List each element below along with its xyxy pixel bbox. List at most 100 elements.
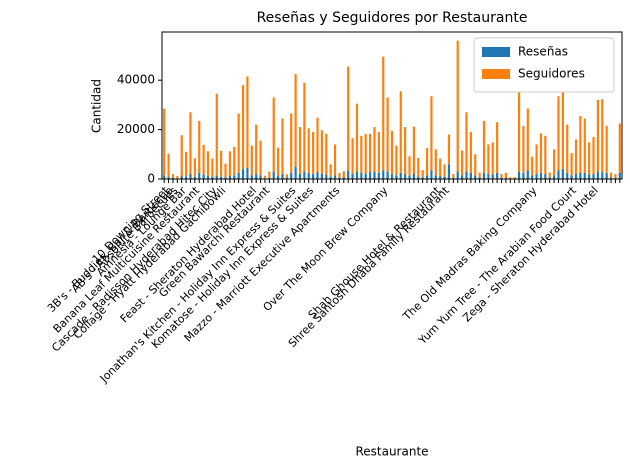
bar <box>307 128 310 173</box>
bar <box>268 171 271 178</box>
bar <box>355 171 359 179</box>
bar <box>180 176 183 179</box>
bar <box>333 175 337 179</box>
bar <box>592 174 595 179</box>
bar <box>461 150 464 176</box>
bar <box>167 153 170 178</box>
bar <box>417 158 420 177</box>
bar <box>601 99 604 173</box>
bar <box>246 76 249 168</box>
bar <box>395 145 398 176</box>
bar <box>255 124 258 175</box>
bar <box>404 174 407 179</box>
bar <box>303 171 306 179</box>
legend-label: Reseñas <box>518 45 568 59</box>
bar <box>277 147 280 177</box>
bar <box>351 138 354 175</box>
bar <box>399 172 402 179</box>
bar <box>202 174 205 179</box>
bar <box>167 177 170 179</box>
x-axis-label: Restaurante <box>355 445 428 459</box>
bar <box>579 172 582 179</box>
bar <box>452 174 455 178</box>
bar <box>614 177 617 179</box>
bar <box>355 103 359 172</box>
bar <box>268 177 271 179</box>
bar <box>443 176 446 179</box>
bar <box>312 174 315 179</box>
bar <box>241 169 245 179</box>
bar <box>272 171 275 179</box>
bar <box>461 175 464 179</box>
bar <box>447 134 451 165</box>
legend-label: Seguidores <box>518 67 585 81</box>
bar <box>566 172 569 179</box>
bar <box>395 175 398 179</box>
bar <box>369 133 372 173</box>
x-tick-label: Zega - Sheraton Hyderabad Hotel <box>460 184 600 324</box>
bar <box>557 96 560 171</box>
bar <box>487 144 490 175</box>
bar <box>390 174 394 179</box>
bar <box>478 172 481 178</box>
bar <box>241 85 245 170</box>
bar <box>347 66 350 171</box>
bar <box>412 173 415 179</box>
bar <box>373 127 376 172</box>
bar <box>614 174 617 178</box>
bar <box>478 177 481 179</box>
bar <box>364 134 367 174</box>
bar <box>329 176 332 179</box>
bar <box>237 113 240 173</box>
bar <box>583 172 586 179</box>
bar <box>224 163 227 178</box>
bar <box>233 146 236 176</box>
bar <box>557 170 560 179</box>
bar <box>259 140 262 176</box>
bar <box>364 173 367 179</box>
bar <box>220 150 223 177</box>
bar <box>303 82 306 172</box>
bar <box>259 175 262 179</box>
bar <box>351 174 354 179</box>
bar <box>596 171 599 179</box>
bar <box>566 124 569 173</box>
bar <box>255 174 258 179</box>
bar <box>618 172 621 179</box>
bar <box>465 112 468 172</box>
bar <box>539 133 543 173</box>
bar <box>202 144 205 175</box>
bar <box>250 175 253 179</box>
bar <box>228 176 231 179</box>
bar <box>316 117 319 173</box>
bar <box>487 174 490 179</box>
bar <box>496 122 499 173</box>
bar <box>263 175 267 179</box>
bar <box>425 175 429 179</box>
bar <box>548 172 551 178</box>
chart-title: Reseñas y Seguidores por Restaurante <box>257 10 528 26</box>
bar <box>588 174 591 179</box>
bar <box>215 93 218 176</box>
bar <box>369 172 372 179</box>
bar <box>500 174 503 178</box>
bar <box>325 133 328 175</box>
bar <box>596 99 599 172</box>
bar <box>482 172 486 179</box>
bar <box>535 174 538 179</box>
bar <box>561 80 564 170</box>
bar <box>198 120 201 173</box>
bar <box>434 149 437 176</box>
bar <box>618 123 621 173</box>
bar <box>574 174 578 179</box>
bar <box>421 177 424 179</box>
bar <box>535 144 538 175</box>
bar <box>193 176 196 179</box>
bar <box>294 74 297 167</box>
bar <box>474 154 477 176</box>
bar <box>412 126 415 174</box>
bar <box>325 174 328 179</box>
bar <box>452 177 455 179</box>
legend-swatch <box>482 47 510 57</box>
bar <box>531 156 534 176</box>
